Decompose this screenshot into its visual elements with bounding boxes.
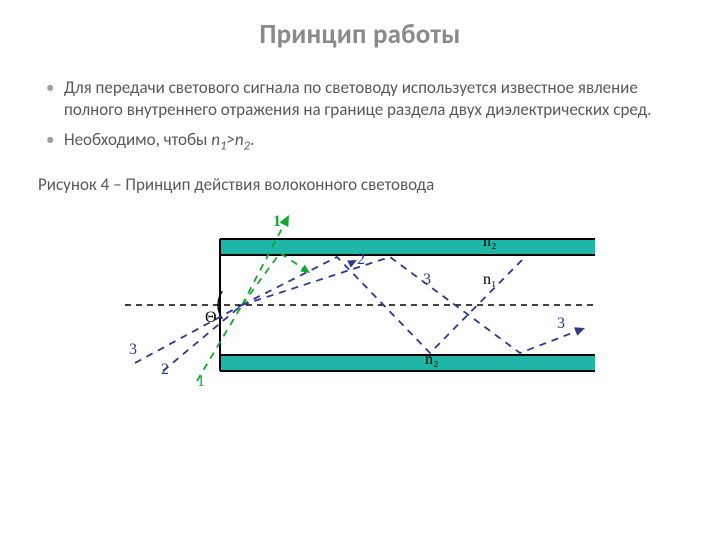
slide-title: Принцип работы: [36, 18, 684, 51]
figure-caption: Рисунок 4 – Принцип действия волоконного…: [38, 174, 684, 195]
bullet-list: Для передачи светового сигнала по светов…: [42, 77, 684, 154]
bullet-item-1: Для передачи светового сигнала по светов…: [42, 77, 684, 121]
figure-wrap: 1233n₂n₁n₂Θ321: [36, 213, 684, 388]
fiber-diagram: 1233n₂n₁n₂Θ321: [125, 213, 595, 388]
bullet2-n2: n: [235, 129, 244, 150]
bullet2-gt: >: [226, 129, 234, 150]
bullet2-n1: n: [211, 129, 220, 150]
bullet2-dot: .: [250, 129, 254, 150]
bullet2-text: Необходимо, чтобы: [64, 129, 211, 150]
fiber-svg: [125, 213, 595, 388]
bullet-item-2: Необходимо, чтобы n1>n2.: [42, 129, 684, 155]
